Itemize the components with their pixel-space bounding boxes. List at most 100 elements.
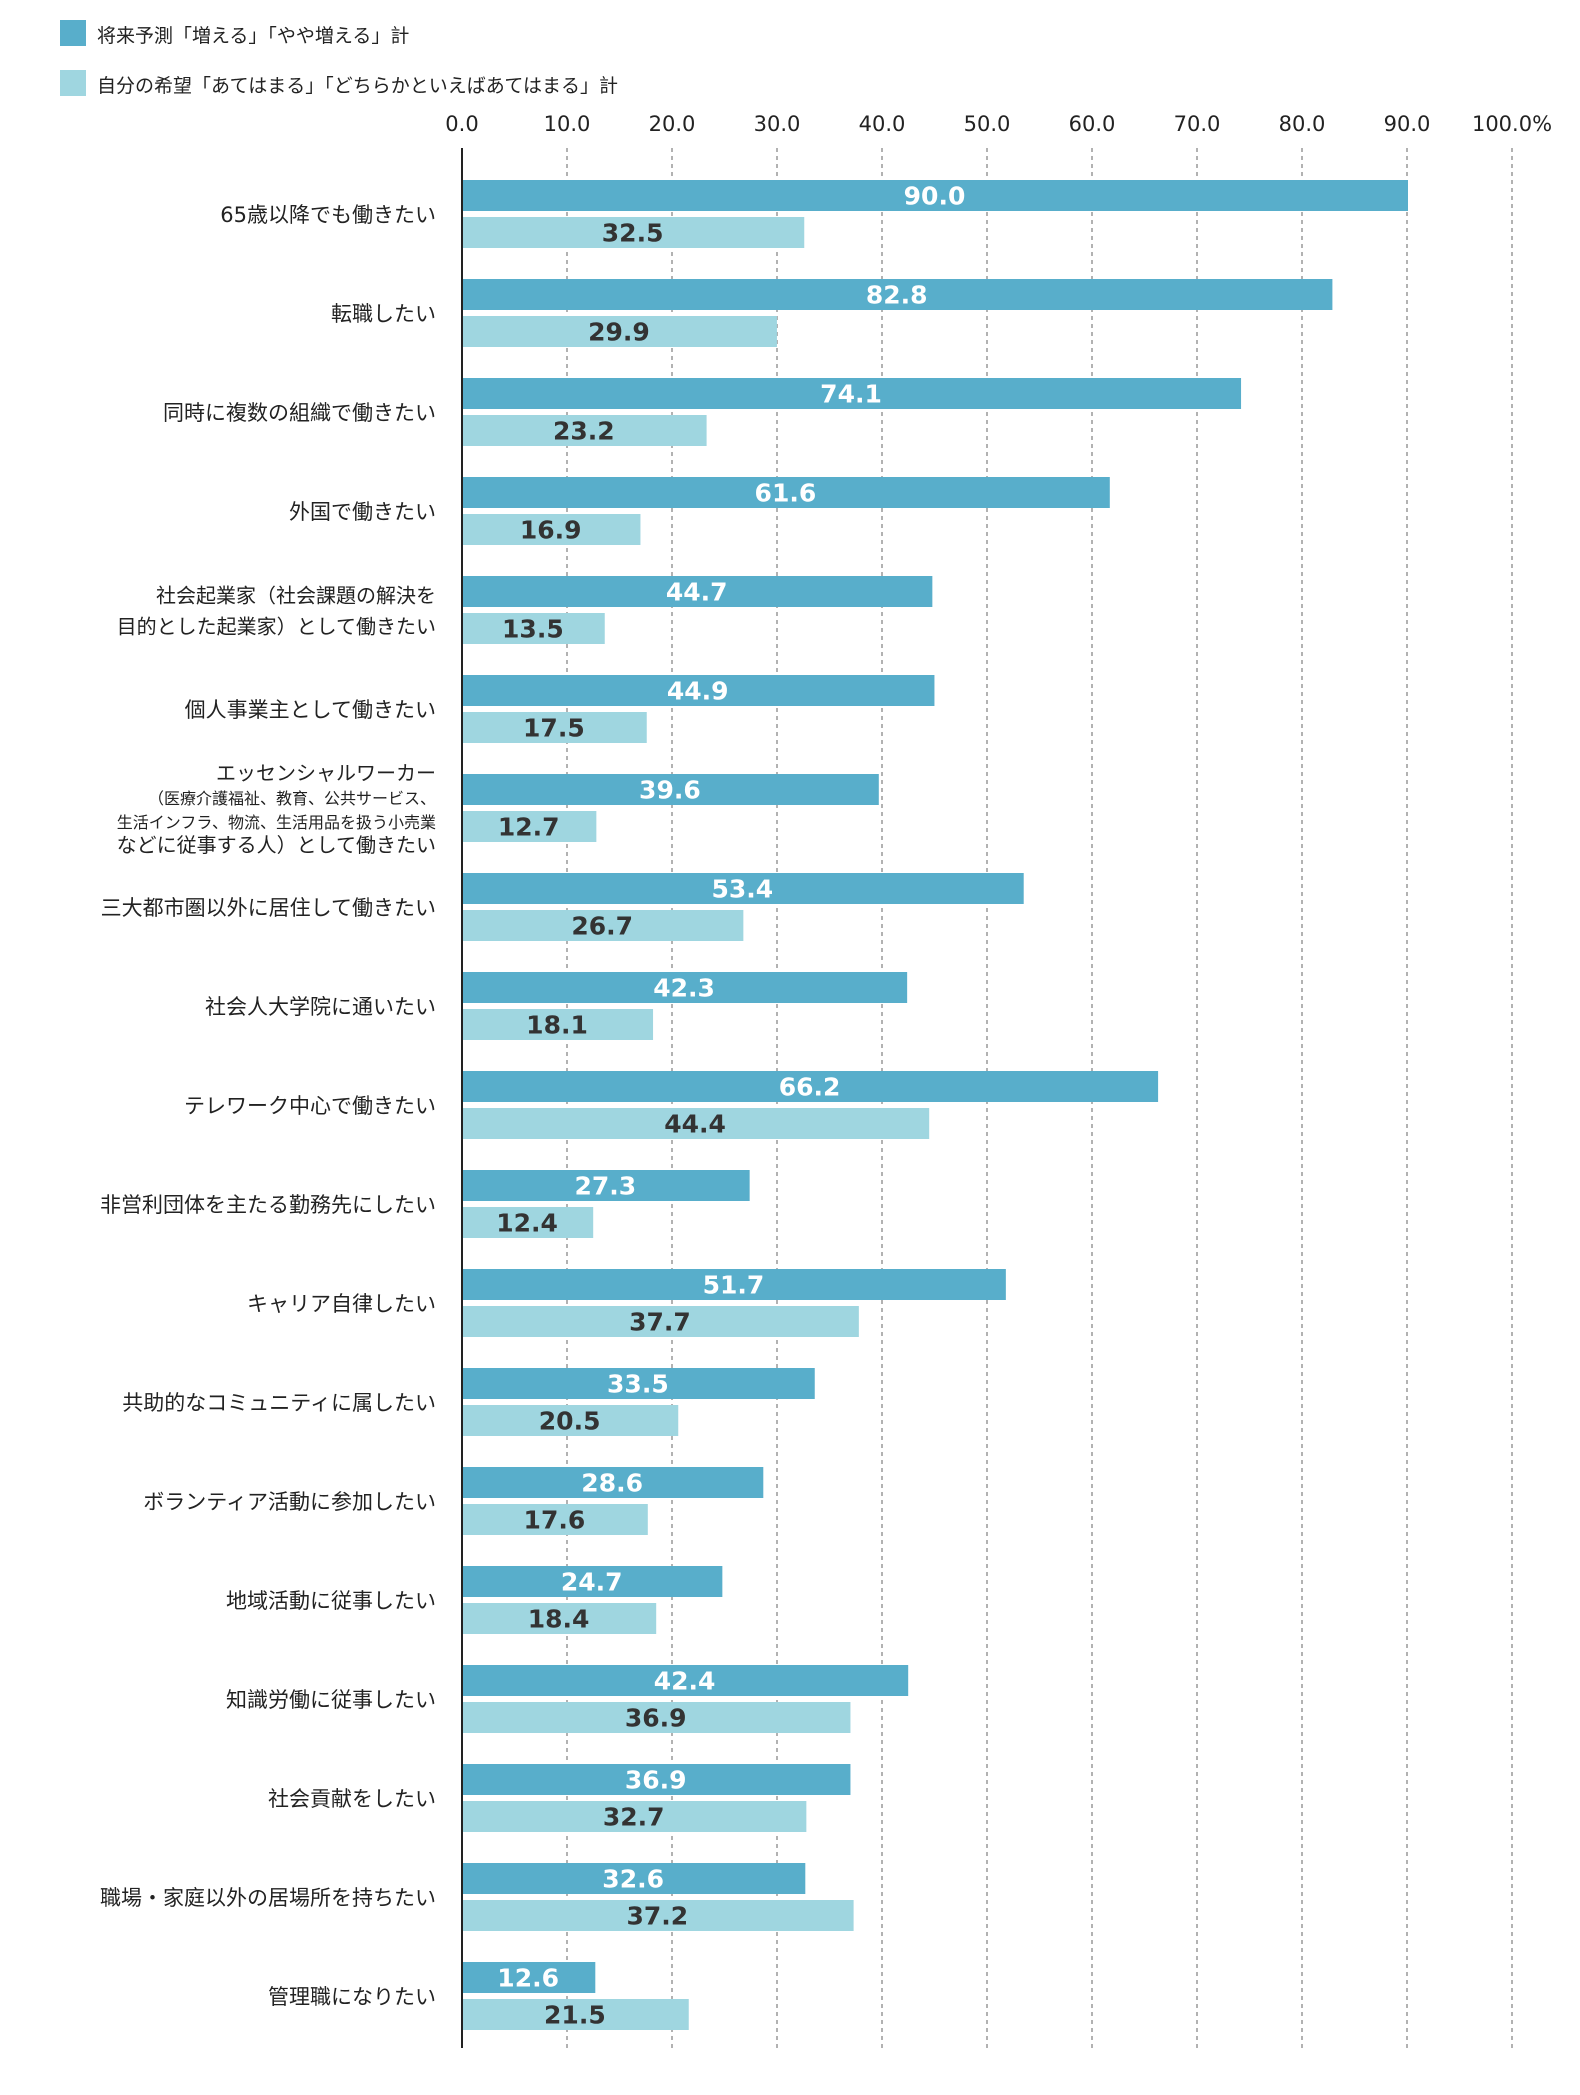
bar-hope — [463, 1603, 657, 1634]
category-label: 同時に複数の組織で働きたい — [163, 401, 436, 425]
bar-forecast — [463, 576, 933, 607]
value-label-hope: 12.4 — [496, 1209, 558, 1238]
value-label-hope: 13.5 — [502, 615, 564, 644]
category-labels: 65歳以降でも働きたい転職したい同時に複数の組織で働きたい外国で働きたい社会起業… — [100, 203, 436, 2009]
value-label-hope: 17.6 — [524, 1506, 586, 1535]
value-label-hope: 18.4 — [528, 1605, 590, 1634]
bar-forecast — [463, 972, 908, 1003]
bar-hope — [463, 1108, 930, 1139]
value-label-hope: 36.9 — [625, 1704, 687, 1733]
x-tick-label: 30.0 — [754, 112, 801, 136]
value-label-forecast: 61.6 — [755, 479, 817, 508]
x-tick-label: 80.0 — [1279, 112, 1326, 136]
bar-hope — [463, 217, 805, 248]
bar-forecast — [463, 477, 1110, 508]
category-label: 職場・家庭以外の居場所を持ちたい — [100, 1886, 436, 1910]
value-label-forecast: 24.7 — [561, 1568, 623, 1597]
x-tick-label: 40.0 — [859, 112, 906, 136]
bar-forecast — [463, 675, 935, 706]
value-label-forecast: 39.6 — [639, 776, 701, 805]
value-label-forecast: 90.0 — [904, 182, 966, 211]
value-label-forecast: 53.4 — [712, 875, 774, 904]
bar-forecast — [463, 1467, 764, 1498]
value-label-forecast: 27.3 — [574, 1172, 636, 1201]
value-label-forecast: 33.5 — [607, 1370, 669, 1399]
bars: 90.0 32.5 82.8 29.9 74.1 23.2 61.6 16.9 44.7 13.5… — [463, 180, 1408, 2030]
category-label: テレワーク中心で働きたい — [184, 1094, 436, 1118]
bar-hope — [463, 1306, 859, 1337]
value-label-forecast: 42.3 — [653, 974, 715, 1003]
category-label: 共助的なコミュニティに属したい — [122, 1391, 436, 1415]
value-label-hope: 32.7 — [603, 1803, 665, 1832]
category-label: 三大都市圏以外に居住して働きたい — [101, 896, 436, 920]
x-tick-label: 50.0 — [964, 112, 1011, 136]
category-label: 転職したい — [331, 302, 436, 326]
value-label-hope: 21.5 — [544, 2001, 606, 2030]
value-label-forecast: 44.7 — [666, 578, 728, 607]
x-tick-label: 100.0% — [1472, 112, 1552, 136]
category-label: エッセンシャルワーカー（医療介護福祉、教育、公共サービス、生活インフラ、物流、生… — [117, 761, 436, 857]
bar-forecast — [463, 1071, 1159, 1102]
x-tick-label: 60.0 — [1069, 112, 1116, 136]
x-tick-label: 20.0 — [649, 112, 696, 136]
value-label-forecast: 51.7 — [703, 1271, 765, 1300]
value-label-hope: 32.5 — [602, 219, 664, 248]
value-label-forecast: 28.6 — [581, 1469, 643, 1498]
value-label-hope: 23.2 — [553, 417, 615, 446]
bar-hope — [463, 1207, 594, 1238]
value-label-hope: 20.5 — [539, 1407, 601, 1436]
category-label: 個人事業主として働きたい — [185, 698, 436, 722]
value-label-hope: 37.7 — [629, 1308, 691, 1337]
x-tick-label: 10.0 — [544, 112, 591, 136]
bar-forecast — [463, 279, 1333, 310]
bar-forecast — [463, 1566, 723, 1597]
value-label-forecast: 42.4 — [654, 1667, 716, 1696]
bar-hope — [463, 712, 647, 743]
category-label: 社会貢献をしたい — [268, 1787, 436, 1811]
bar-hope — [463, 910, 744, 941]
bar-hope — [463, 1999, 689, 2030]
bar-forecast — [463, 1962, 596, 1993]
bar-forecast — [463, 1863, 806, 1894]
bar-hope — [463, 514, 641, 545]
bar-hope — [463, 415, 707, 446]
value-label-hope: 16.9 — [520, 516, 582, 545]
value-label-hope: 18.1 — [526, 1011, 588, 1040]
value-label-forecast: 36.9 — [625, 1766, 687, 1795]
bar-forecast — [463, 873, 1024, 904]
category-label: 非営利団体を主たる勤務先にしたい — [100, 1193, 436, 1217]
bar-forecast — [463, 180, 1408, 211]
category-label: 外国で働きたい — [289, 500, 436, 524]
category-label: ボランティア活動に参加したい — [143, 1490, 436, 1514]
legend-label-forecast: 将来予測「増える」「やや増える」計 — [97, 25, 410, 47]
bar-forecast — [463, 1665, 909, 1696]
value-label-hope: 29.9 — [588, 318, 650, 347]
legend-swatch-forecast — [60, 20, 86, 46]
bar-hope — [463, 811, 597, 842]
bar-hope — [463, 1504, 648, 1535]
value-label-hope: 17.5 — [523, 714, 585, 743]
bar-forecast — [463, 1170, 750, 1201]
x-tick-label: 0.0 — [445, 112, 478, 136]
category-label: 65歳以降でも働きたい — [220, 203, 436, 227]
value-label-hope: 44.4 — [664, 1110, 726, 1139]
value-label-forecast: 66.2 — [779, 1073, 841, 1102]
x-tick-label: 70.0 — [1174, 112, 1221, 136]
value-label-forecast: 44.9 — [667, 677, 729, 706]
category-label: 地域活動に従事したい — [226, 1589, 436, 1613]
category-label: 管理職になりたい — [268, 1985, 436, 2009]
category-label: 社会起業家（社会課題の解決を目的とした起業家）として働きたい — [117, 584, 436, 639]
bar-hope — [463, 1900, 854, 1931]
bar-hope — [463, 316, 777, 347]
bar-forecast — [463, 774, 879, 805]
category-label: 知識労働に従事したい — [226, 1688, 436, 1712]
bar-hope — [463, 1405, 679, 1436]
category-label: キャリア自律したい — [247, 1292, 436, 1316]
legend-label-hope: 自分の希望「あてはまる」「どちらかといえばあてはまる」計 — [97, 75, 618, 97]
bar-hope — [463, 613, 605, 644]
legend-swatch-hope — [60, 70, 86, 96]
bar-forecast — [463, 378, 1242, 409]
value-label-hope: 12.7 — [498, 813, 560, 842]
bar-hope — [463, 1702, 851, 1733]
